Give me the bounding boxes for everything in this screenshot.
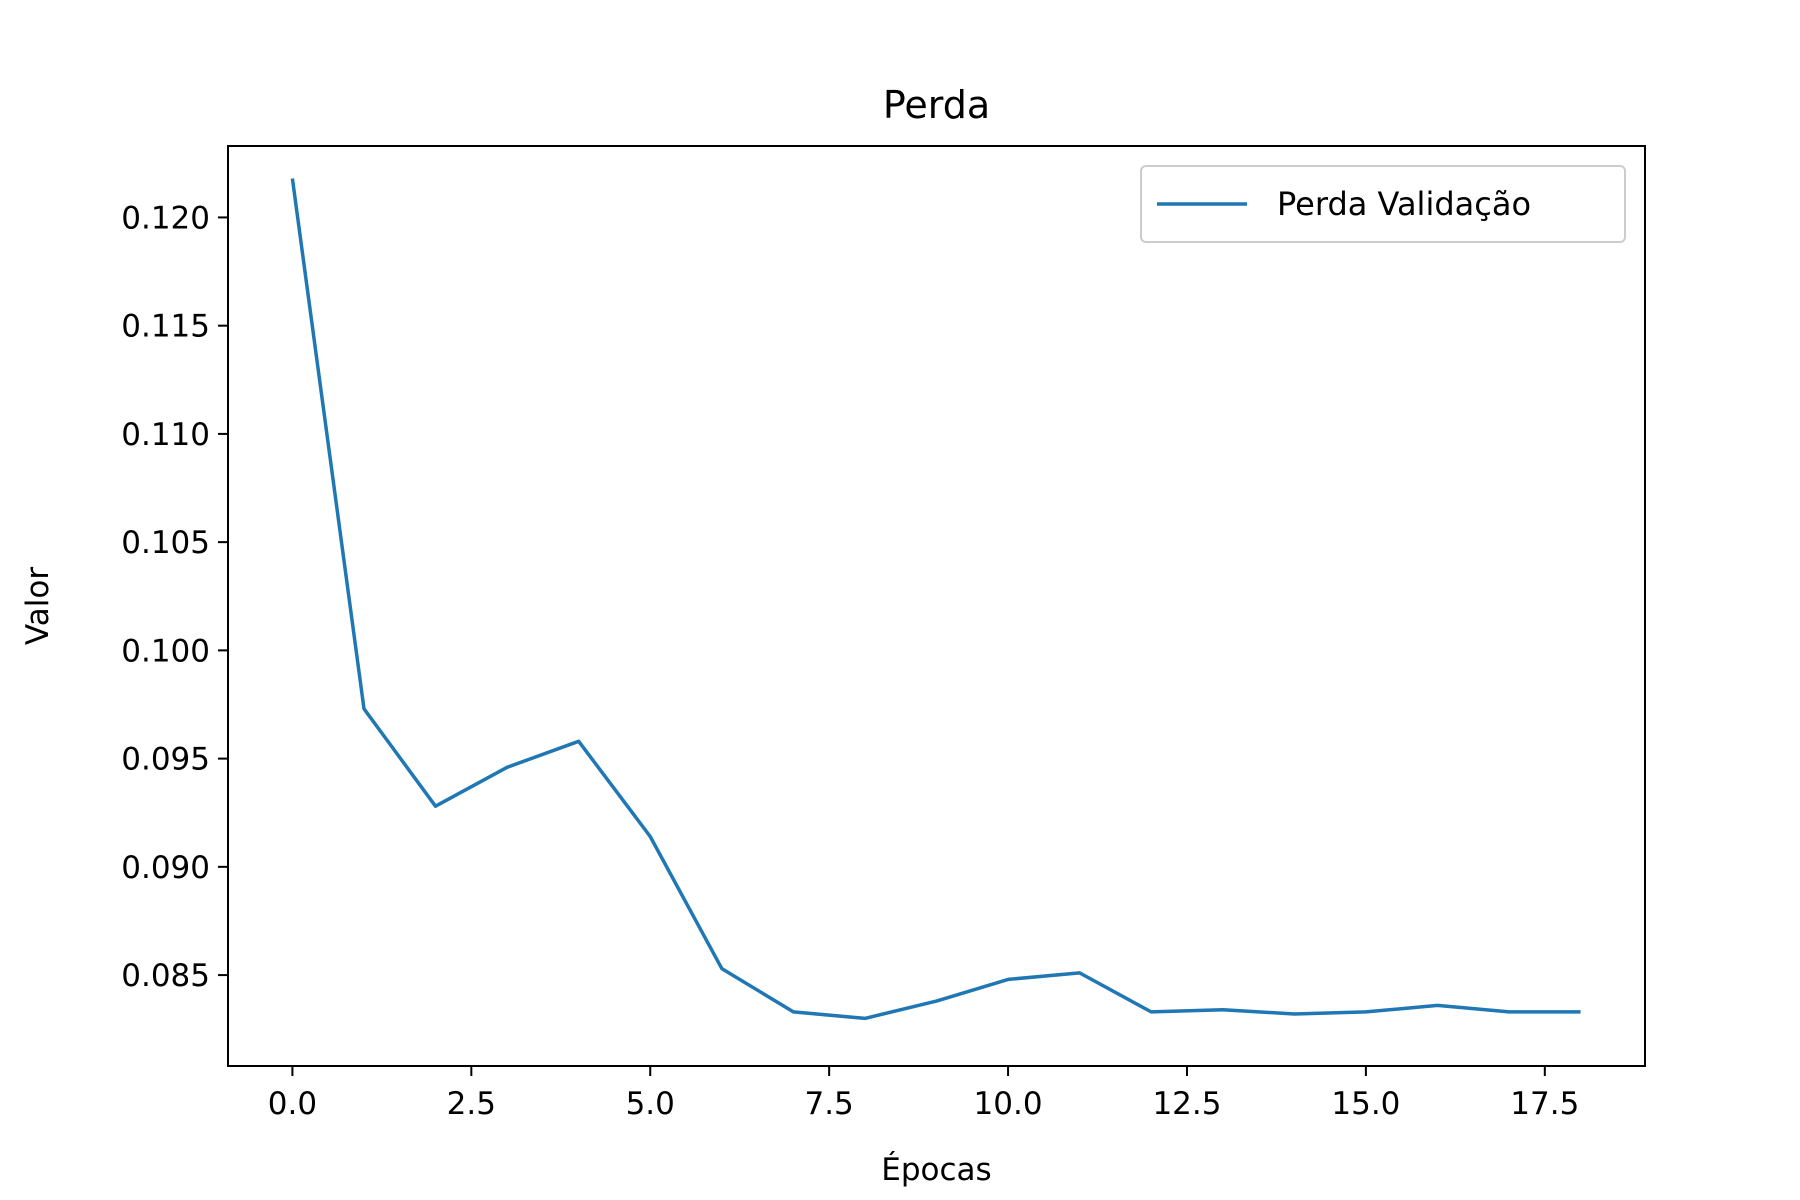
y-tick-label: 0.100 — [121, 633, 210, 669]
x-tick-label: 17.5 — [1510, 1086, 1579, 1122]
legend-label: Perda Validação — [1277, 185, 1531, 223]
data-point — [507, 767, 508, 768]
data-point — [292, 178, 293, 179]
x-tick-label: 5.0 — [626, 1086, 675, 1122]
data-point — [1509, 1011, 1510, 1012]
data-point — [1151, 1011, 1152, 1012]
series-layer — [290, 178, 1581, 1021]
data-point — [1365, 1011, 1366, 1012]
data-point — [936, 1001, 937, 1002]
data-point — [363, 708, 364, 709]
x-tick-label: 7.5 — [804, 1086, 853, 1122]
y-tick-label: 0.090 — [121, 850, 210, 886]
y-tick-label: 0.085 — [121, 958, 210, 994]
x-tick-label: 15.0 — [1331, 1086, 1400, 1122]
data-point — [1437, 1005, 1438, 1006]
data-point — [578, 741, 579, 742]
y-tick-label: 0.105 — [121, 525, 210, 561]
data-point — [1580, 1011, 1581, 1012]
x-axis: 0.0 2.5 5.0 7.5 10.0 12.5 15.0 17.5 — [268, 1066, 1579, 1122]
y-tick-label: 0.110 — [121, 417, 210, 453]
y-tick-label: 0.115 — [121, 309, 210, 345]
series-line — [290, 178, 1581, 1021]
y-axis-label: Valor — [20, 567, 56, 645]
data-point — [1079, 972, 1080, 973]
chart-title: Perda — [883, 83, 990, 127]
data-point — [793, 1011, 794, 1012]
data-point — [721, 968, 722, 969]
data-point — [1008, 979, 1009, 980]
legend: Perda Validação — [1140, 165, 1626, 243]
legend-box — [1140, 165, 1626, 243]
plot-frame — [227, 145, 1646, 1067]
x-tick-label: 12.5 — [1152, 1086, 1221, 1122]
y-tick-label: 0.095 — [121, 742, 210, 778]
data-point — [650, 836, 651, 837]
y-tick-label: 0.120 — [121, 200, 210, 236]
x-tick-label: 10.0 — [974, 1086, 1043, 1122]
x-tick-label: 0.0 — [268, 1086, 317, 1122]
data-point — [864, 1018, 865, 1019]
data-point — [435, 806, 436, 807]
x-axis-label: Épocas — [881, 1152, 991, 1188]
data-point — [1294, 1014, 1295, 1015]
y-axis: 0.085 0.090 0.095 0.100 0.105 0.110 0.115 0.120 — [121, 200, 228, 994]
data-point — [1222, 1009, 1223, 1010]
x-tick-label: 2.5 — [447, 1086, 496, 1122]
